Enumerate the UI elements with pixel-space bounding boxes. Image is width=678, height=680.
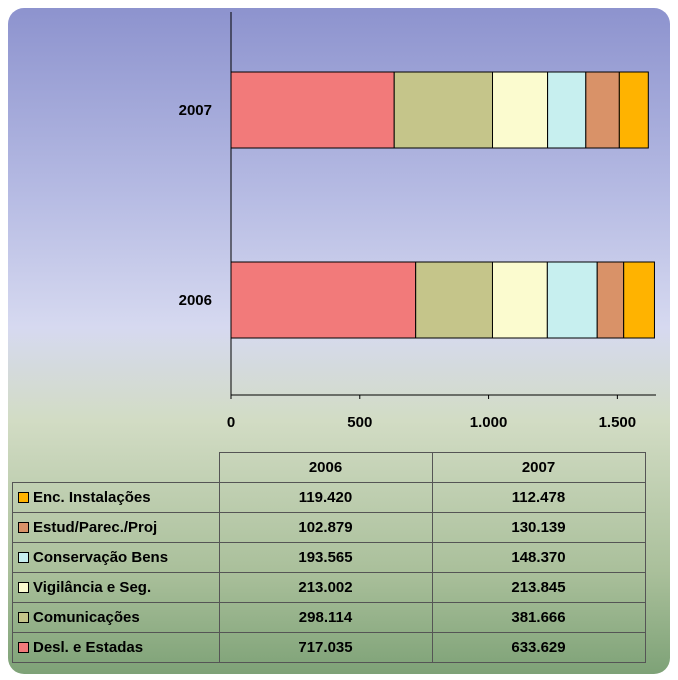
bar-2006-5: [623, 261, 655, 339]
legend-swatch: [18, 641, 29, 653]
bar-2007-2: [492, 71, 549, 149]
value-cell-2006: 119.420: [218, 482, 433, 513]
legend-label: Enc. Instalações: [33, 489, 151, 506]
value-cell-2007: 148.370: [431, 542, 646, 573]
data-table: 2006 2007 Enc. Instalações 119.420 112.478…: [12, 452, 646, 663]
legend-swatch: [18, 521, 29, 533]
value-cell-2007: 381.666: [431, 602, 646, 633]
value-cell-2006: 298.114: [218, 602, 433, 633]
legend-label: Desl. e Estadas: [33, 639, 144, 656]
table-row: Estud/Parec./Proj 102.879 130.139: [12, 512, 646, 543]
legend-label: Conservação Bens: [33, 549, 169, 566]
table-row: Comunicações 298.114 381.666: [12, 602, 646, 633]
category-label-2006: 2006: [179, 292, 212, 309]
legend-swatch: [18, 581, 29, 593]
legend-swatch: [18, 551, 29, 563]
value-cell-2007: 112.478: [431, 482, 646, 513]
bar-2007-5: [618, 71, 649, 149]
value-cell-2006: 102.879: [218, 512, 433, 543]
value-cell-2007: 633.629: [431, 632, 646, 663]
legend-entry: Estud/Parec./Proj: [12, 512, 220, 543]
legend-swatch: [18, 491, 29, 503]
table-row: Desl. e Estadas 717.035 633.629: [12, 632, 646, 663]
table-row: Vigilância e Seg. 213.002 213.845: [12, 572, 646, 603]
bar-2006-2: [491, 261, 548, 339]
bar-2007-3: [547, 71, 587, 149]
legend-entry: Comunicações: [12, 602, 220, 633]
bar-2006-1: [415, 261, 493, 339]
bar-2007-0: [230, 71, 395, 149]
category-label-2007: 2007: [179, 102, 212, 119]
bar-2006-0: [230, 261, 417, 339]
bar-2006-4: [596, 261, 625, 339]
x-tick-label-0: 0: [227, 414, 235, 431]
bar-2007-4: [585, 71, 620, 149]
y-axis-title: EURO: [80, 185, 96, 226]
legend-entry: Vigilância e Seg.: [12, 572, 220, 603]
legend-entry: Conservação Bens: [12, 542, 220, 573]
x-tick-label-2: 1.000: [470, 414, 508, 431]
bar-2007-1: [393, 71, 494, 149]
x-tick-label-3: 1.500: [599, 414, 637, 431]
table-row: Conservação Bens 193.565 148.370: [12, 542, 646, 573]
stacked-bar-chart: 2006 2007 0 500 1.000 1.500 EURO: [80, 12, 656, 431]
table-header-2007: 2007: [431, 452, 646, 483]
x-tick-label-1: 500: [347, 414, 372, 431]
value-cell-2006: 213.002: [218, 572, 433, 603]
legend-label: Comunicações: [33, 609, 140, 626]
legend-entry: Enc. Instalações: [12, 482, 220, 513]
legend-entry: Desl. e Estadas: [12, 632, 220, 663]
table-row: Enc. Instalações 119.420 112.478: [12, 482, 646, 513]
legend-swatch: [18, 611, 29, 623]
value-cell-2007: 130.139: [431, 512, 646, 543]
table-header-row: 2006 2007: [12, 452, 646, 483]
bar-2006-3: [546, 261, 598, 339]
table-corner: [12, 452, 220, 483]
table-header-2006: 2006: [218, 452, 433, 483]
value-cell-2006: 193.565: [218, 542, 433, 573]
value-cell-2006: 717.035: [218, 632, 433, 663]
legend-label: Vigilância e Seg.: [33, 579, 152, 596]
legend-label: Estud/Parec./Proj: [33, 519, 158, 536]
value-cell-2007: 213.845: [431, 572, 646, 603]
